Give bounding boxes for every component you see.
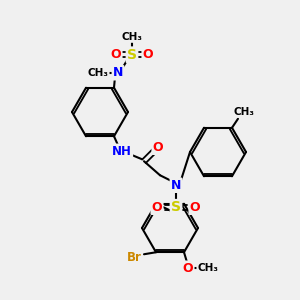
Text: Br: Br (127, 251, 141, 264)
Text: O: O (153, 141, 163, 154)
Text: O: O (152, 201, 162, 214)
Text: S: S (127, 48, 137, 62)
Text: O: O (143, 48, 153, 61)
Text: O: O (190, 201, 200, 214)
Text: CH₃: CH₃ (122, 32, 142, 42)
Text: N: N (171, 179, 181, 192)
Text: NH: NH (112, 145, 132, 158)
Text: CH₃: CH₃ (197, 263, 218, 273)
Text: O: O (111, 48, 121, 61)
Text: S: S (171, 200, 181, 214)
Text: CH₃: CH₃ (233, 107, 254, 117)
Text: O: O (183, 262, 193, 275)
Text: CH₃: CH₃ (88, 68, 109, 78)
Text: N: N (113, 66, 123, 79)
